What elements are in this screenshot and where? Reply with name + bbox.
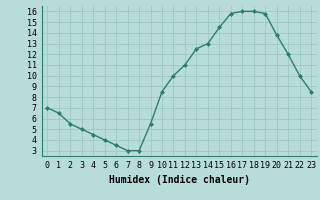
X-axis label: Humidex (Indice chaleur): Humidex (Indice chaleur) xyxy=(109,175,250,185)
